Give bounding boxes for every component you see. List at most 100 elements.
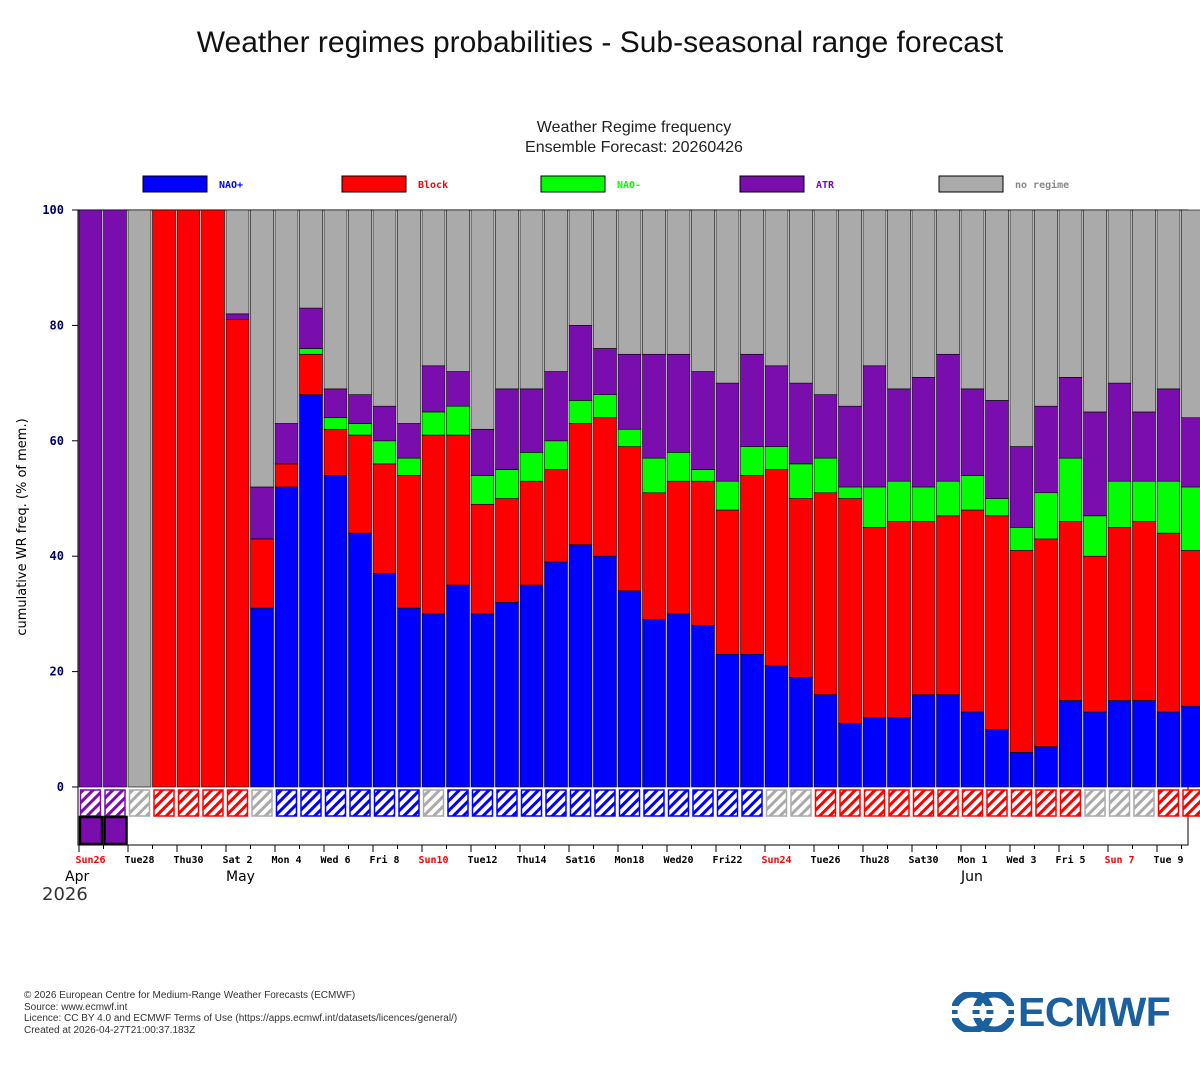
bar-nao-24 xyxy=(666,452,691,482)
bar-nao-13 xyxy=(397,607,421,788)
legend-swatch-no-regime xyxy=(938,175,1004,193)
bar-block-15 xyxy=(446,434,470,586)
bar-block-25 xyxy=(691,480,715,626)
y-tick-label-100: 100 xyxy=(42,203,64,217)
bar-nao-34 xyxy=(911,486,936,522)
y-axis-label: cumulative WR freq. (% of mem.) xyxy=(15,418,30,635)
bar-nao-27 xyxy=(740,446,764,476)
bar-block-11 xyxy=(348,434,372,534)
bar-atr-0 xyxy=(78,209,103,788)
bar-nao-35 xyxy=(936,480,960,517)
credits: © 2026 European Centre for Medium-Range … xyxy=(24,990,457,1036)
legend-label-atr: ATR xyxy=(816,180,835,191)
legend-label-nao: NAO- xyxy=(617,180,641,191)
bar-nao-45 xyxy=(1181,705,1200,788)
bar-atr-42 xyxy=(1107,382,1132,482)
bar-block-10 xyxy=(323,428,348,476)
x-tick-label-sat30: Sat30 xyxy=(908,855,938,866)
bar-atr-9 xyxy=(299,307,323,349)
y-tick-label-20: 20 xyxy=(50,665,64,679)
bar-block-5 xyxy=(201,209,225,788)
bar-block-35 xyxy=(936,515,960,695)
bar-atr-25 xyxy=(691,371,715,470)
bar-block-24 xyxy=(666,480,691,615)
x-tick-label-thu14: Thu14 xyxy=(516,855,546,866)
bar-block-23 xyxy=(642,492,666,620)
bar-block-28 xyxy=(764,469,789,667)
dominant-box-0 xyxy=(79,789,102,817)
bar-no-regime-35 xyxy=(936,209,960,355)
legend-swatch-nao xyxy=(540,175,606,193)
legend-swatch-block xyxy=(341,175,407,193)
legend-label-no-regime: no regime xyxy=(1015,179,1069,191)
bar-block-33 xyxy=(887,521,911,719)
bar-nao-14 xyxy=(421,613,446,788)
bar-block-20 xyxy=(568,423,593,545)
bar-no-regime-11 xyxy=(348,209,372,395)
month-label-jun: Jun xyxy=(960,869,983,885)
bar-nao-11 xyxy=(348,532,372,788)
bar-no-regime-27 xyxy=(740,209,764,355)
bar-block-9 xyxy=(299,353,323,395)
bar-atr-1 xyxy=(103,209,127,788)
dominant-box-16 xyxy=(471,789,494,817)
bar-no-regime-23 xyxy=(642,209,666,355)
bar-atr-43 xyxy=(1132,411,1156,482)
dominant-box-15 xyxy=(447,789,469,817)
bar-no-regime-29 xyxy=(789,209,813,384)
bar-atr-28 xyxy=(764,365,789,447)
bar-no-regime-2 xyxy=(127,209,152,788)
bar-atr-13 xyxy=(397,423,421,459)
ecmwf-logo: ECMWF xyxy=(952,989,1171,1035)
bar-nao-27 xyxy=(740,653,764,788)
dominant-box-21 xyxy=(594,789,616,817)
bar-block-34 xyxy=(911,521,936,695)
bar-nao-31 xyxy=(838,486,862,499)
bar-atr-24 xyxy=(666,353,691,453)
bar-no-regime-10 xyxy=(323,209,348,390)
bar-block-14 xyxy=(421,434,446,615)
bar-atr-14 xyxy=(421,365,446,413)
bar-block-27 xyxy=(740,475,764,655)
bar-no-regime-20 xyxy=(568,209,593,326)
bar-no-regime-13 xyxy=(397,209,421,424)
y-axis: 0 20 40 60 80 100 xyxy=(42,203,78,794)
bar-atr-8 xyxy=(274,423,299,465)
x-tick-label-sat-2: Sat 2 xyxy=(222,855,252,866)
x-tick-label-mon-4: Mon 4 xyxy=(271,855,301,866)
bar-nao-28 xyxy=(764,446,789,470)
extended-box-1 xyxy=(103,815,128,846)
bar-nao-20 xyxy=(568,400,593,424)
bar-nao-41 xyxy=(1083,711,1107,788)
bar-block-40 xyxy=(1058,521,1083,701)
bar-no-regime-34 xyxy=(911,209,936,378)
bar-nao-8 xyxy=(274,486,299,788)
x-tick-label-tue26: Tue26 xyxy=(810,855,840,866)
legend-label-nao: NAO+ xyxy=(219,180,243,191)
bar-no-regime-26 xyxy=(715,209,740,384)
y-tick-label-40: 40 xyxy=(50,549,64,563)
bar-nao-25 xyxy=(691,625,715,788)
bar-nao-30 xyxy=(813,694,838,788)
bar-nao-17 xyxy=(495,602,519,788)
x-tick-label-fri22: Fri22 xyxy=(712,854,742,866)
dominant-box-11 xyxy=(349,789,371,817)
x-axis: Sun26 Tue28 Thu30 Sat 2 Mon 4 Wed 6 Fri 8 Sun10… xyxy=(42,845,1184,905)
dominant-box-32 xyxy=(863,789,886,817)
dominant-box-31 xyxy=(839,789,861,817)
x-tick-label-mon18: Mon18 xyxy=(614,855,644,866)
bar-no-regime-18 xyxy=(519,209,544,390)
x-tick-label-thu28: Thu28 xyxy=(859,855,889,866)
legend-label-block: Block xyxy=(418,180,448,191)
bar-nao-32 xyxy=(862,486,887,528)
bar-block-4 xyxy=(176,209,201,788)
credit-line-copyright: © 2026 European Centre for Medium-Range … xyxy=(24,990,356,1001)
year-label: 2026 xyxy=(42,884,88,905)
bar-no-regime-6 xyxy=(225,209,250,315)
dominant-box-28 xyxy=(765,789,788,817)
dominant-box-34 xyxy=(912,789,935,817)
bar-atr-39 xyxy=(1034,405,1058,494)
bar-block-30 xyxy=(813,492,838,695)
bar-no-regime-9 xyxy=(299,209,323,309)
bar-block-26 xyxy=(715,509,740,655)
